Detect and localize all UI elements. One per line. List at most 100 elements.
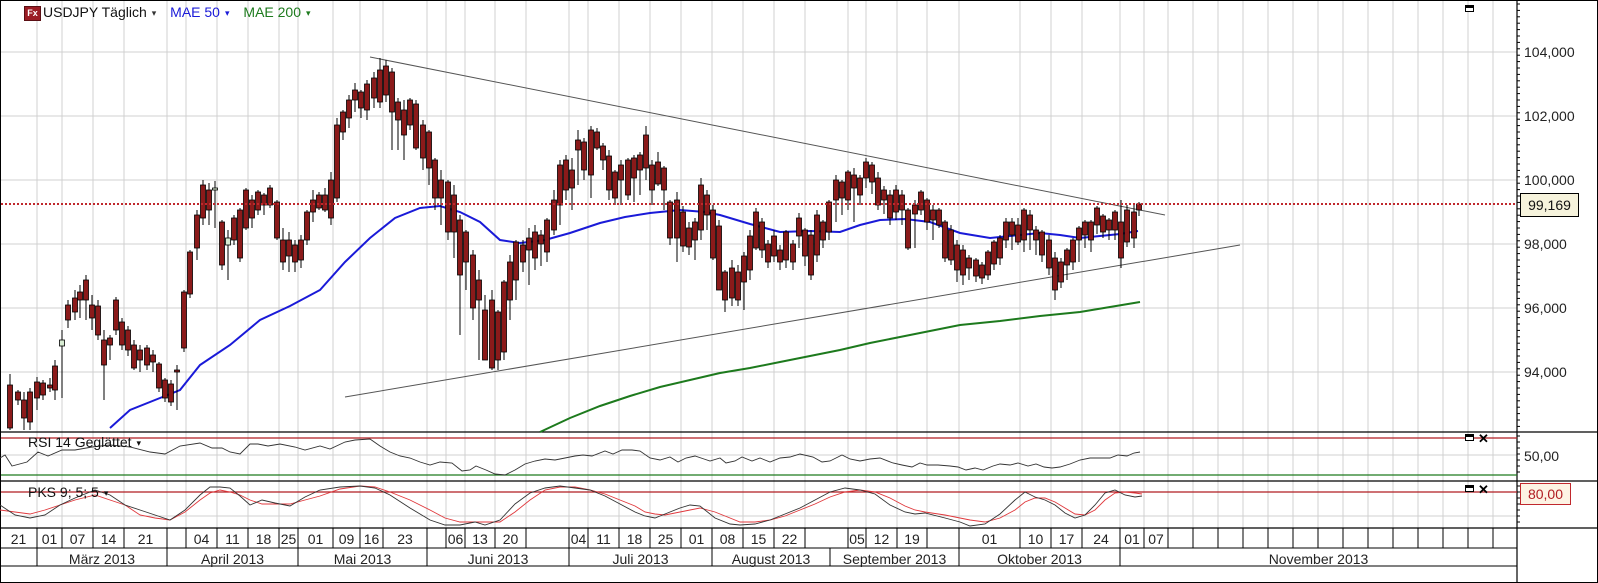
candle-bear — [125, 329, 131, 351]
symbol-dropdown-icon[interactable]: ▾ — [151, 8, 157, 19]
candle-bear — [741, 255, 747, 283]
rsi-close-icon[interactable]: ✕ — [1478, 431, 1489, 446]
date-tick-label: 16 — [363, 531, 380, 547]
y-tick-100: 100,000 — [1524, 172, 1575, 188]
rsi-dropdown-icon[interactable]: ▾ — [136, 438, 142, 449]
candle-bear — [346, 99, 352, 119]
candle-bear — [72, 297, 78, 313]
date-tick-label: 15 — [750, 531, 767, 547]
candle-bear — [1070, 239, 1076, 263]
candle-bear — [322, 194, 328, 211]
date-tick-label: 21 — [137, 531, 154, 547]
candle-bear — [1112, 211, 1118, 231]
date-tick-label: 24 — [1093, 531, 1109, 547]
candle-bear — [875, 177, 881, 206]
rsi-maximize-icon[interactable] — [1465, 434, 1474, 441]
trend-line — [369, 56, 1166, 216]
rsi-line — [0, 438, 1141, 476]
candle-bear — [692, 221, 698, 241]
candle-bear — [667, 201, 673, 239]
candle-bear — [144, 347, 150, 366]
candle-bear — [476, 279, 482, 301]
candle-bear — [948, 229, 954, 261]
candle-bear — [808, 234, 814, 276]
candle-bear — [1082, 221, 1088, 236]
rsi-label[interactable]: RSI 14 Geglättet — [28, 434, 132, 450]
candle-bear — [918, 191, 924, 211]
candle-bear — [513, 241, 519, 281]
symbol-label[interactable]: USDJPY Täglich — [43, 4, 147, 20]
candle-bear — [316, 194, 322, 209]
candle-bear — [526, 237, 532, 251]
candle-bear — [777, 249, 783, 263]
y-tick-102: 102,000 — [1524, 108, 1575, 124]
candle-bear — [371, 77, 377, 99]
candle-bear — [83, 279, 89, 301]
candle-bear — [352, 89, 358, 101]
candle-bear — [575, 139, 581, 151]
candle-bear — [643, 134, 649, 169]
candle-bear — [413, 103, 419, 149]
rsi-panel-title: RSI 14 Geglättet ▾ — [28, 434, 141, 451]
candle-bear — [231, 217, 237, 241]
candle-bear — [839, 181, 845, 199]
candle-bear — [606, 155, 612, 191]
candle-bear — [551, 199, 557, 231]
y-tick-94: 94,000 — [1524, 364, 1567, 380]
date-tick-label: 05 — [849, 531, 865, 547]
candle-bear — [851, 174, 857, 189]
candle-bear — [563, 159, 569, 191]
candle-bear — [710, 209, 716, 259]
candle-bear — [377, 69, 383, 103]
month-label: Juni 2013 — [467, 551, 529, 567]
month-label: Mai 2013 — [333, 551, 392, 567]
candle-bear — [887, 194, 893, 219]
date-tick-label: 25 — [280, 531, 297, 547]
candle-bear — [1009, 221, 1015, 236]
pks-close-icon[interactable]: ✕ — [1478, 482, 1489, 497]
candle-bear — [95, 305, 101, 336]
trend-line — [344, 244, 1241, 398]
pks-maximize-icon[interactable] — [1465, 485, 1474, 492]
candle-bear — [759, 221, 765, 251]
candle-bear — [783, 231, 789, 261]
candle-bear — [985, 251, 991, 276]
candle-bear — [65, 304, 71, 321]
date-tick-label: 04 — [193, 531, 210, 547]
candle-bear — [1039, 231, 1045, 256]
ma200-dropdown-icon[interactable]: ▾ — [306, 8, 311, 19]
candle-bear — [588, 129, 594, 176]
pks-dropdown-icon[interactable]: ▾ — [103, 488, 109, 499]
candle-bear — [101, 339, 107, 366]
ma50-dropdown-icon[interactable]: ▾ — [224, 8, 230, 19]
fx-logo-icon: Fx — [24, 5, 41, 21]
candle-bear — [600, 145, 606, 161]
maximize-main-panel-icon[interactable] — [1465, 5, 1474, 12]
date-tick-label — [927, 531, 959, 548]
candle-bear — [594, 131, 600, 149]
candle-bear — [942, 221, 948, 259]
candle-bear — [470, 254, 476, 309]
ma50-label[interactable]: MAE 50 — [170, 4, 220, 20]
candle-bear — [863, 161, 869, 179]
month-label: September 2013 — [842, 551, 947, 567]
date-tick-label: 21 — [10, 531, 27, 547]
candle-bear — [162, 379, 168, 399]
candle-bear — [686, 227, 692, 248]
candle-bear — [113, 299, 119, 331]
date-tick-label: 08 — [719, 531, 736, 547]
month-label: November 2013 — [1268, 551, 1369, 567]
date-tick-label — [526, 531, 569, 548]
candle-bear — [219, 221, 225, 266]
pks-panel-title: PKS 9; 5; 5 ▾ — [28, 484, 108, 501]
candle-bear — [304, 211, 310, 241]
ma200-label[interactable]: MAE 200 — [243, 4, 301, 20]
candle-bear — [814, 214, 820, 256]
candle-bear — [1027, 214, 1033, 231]
candle-bear — [833, 179, 839, 201]
rsi-axis-label: 50,00 — [1524, 448, 1560, 464]
date-tick-label — [427, 531, 446, 548]
pks-label[interactable]: PKS 9; 5; 5 — [28, 484, 99, 500]
candle-bear — [857, 177, 863, 196]
